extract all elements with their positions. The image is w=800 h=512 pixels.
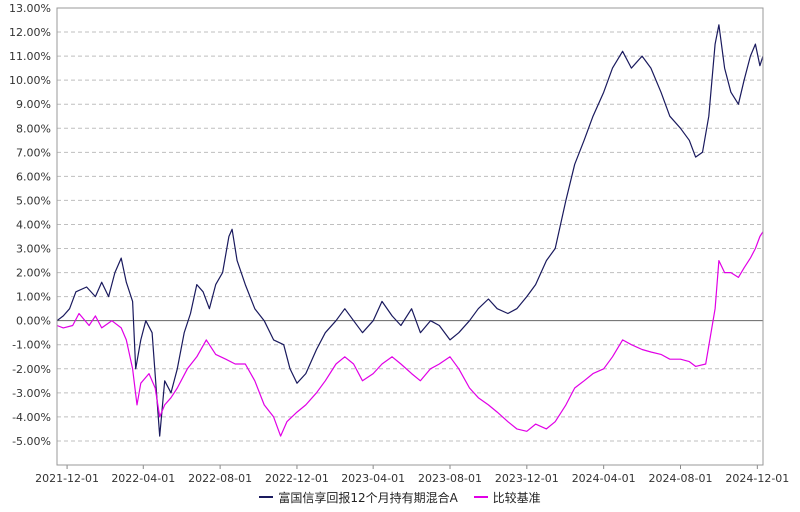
y-tick-label: 12.00% <box>9 26 51 39</box>
x-tick-label: 2023-04-01 <box>341 472 405 484</box>
legend-item-fund: 富国信享回报12个月持有期混合A <box>259 489 458 506</box>
y-tick-label: 13.00% <box>9 2 51 15</box>
x-axis-ticks: 2021-12-01 2022-04-01 2022-08-01 2022-12-01… <box>35 465 789 484</box>
series-line-benchmark <box>56 231 764 437</box>
y-tick-label: -3.00% <box>12 387 51 400</box>
y-tick-label: 9.00% <box>16 98 51 111</box>
y-tick-label: 11.00% <box>9 50 51 63</box>
legend-swatch-benchmark <box>473 496 488 498</box>
legend-label-fund: 富国信享回报12个月持有期混合A <box>278 490 458 505</box>
y-tick-label: 6.00% <box>16 170 51 183</box>
y-tick-label: 2.00% <box>16 267 51 280</box>
x-tick-label: 2022-08-01 <box>188 472 252 484</box>
y-tick-label: 5.00% <box>16 194 51 207</box>
y-tick-label: 8.00% <box>16 122 51 135</box>
gridlines <box>57 7 763 442</box>
y-tick-label: 4.00% <box>16 218 51 231</box>
legend-label-benchmark: 比较基准 <box>492 490 541 505</box>
y-tick-label: 3.00% <box>16 243 51 256</box>
y-tick-label: 1.00% <box>16 291 51 304</box>
y-tick-label: 7.00% <box>16 146 51 159</box>
y-axis-ticks: -5.00% -4.00% -3.00% -2.00% -1.00% 0.00% 1.00%… <box>9 2 51 448</box>
x-tick-label: 2024-12-01 <box>725 472 789 484</box>
x-tick-label: 2024-08-01 <box>649 472 713 484</box>
legend-item-benchmark: 比较基准 <box>473 489 541 506</box>
legend: 富国信享回报12个月持有期混合A 比较基准 <box>0 487 800 506</box>
y-tick-label: -2.00% <box>12 363 51 376</box>
y-tick-label: -4.00% <box>12 411 51 424</box>
y-tick-label: 0.00% <box>16 315 51 328</box>
legend-swatch-fund <box>259 496 274 498</box>
y-tick-label: 10.00% <box>9 74 51 87</box>
x-tick-label: 2023-08-01 <box>418 472 482 484</box>
y-tick-label: -5.00% <box>12 435 51 448</box>
x-tick-label: 2021-12-01 <box>35 472 99 484</box>
x-tick-label: 2022-04-01 <box>111 472 175 484</box>
x-tick-label: 2024-04-01 <box>572 472 636 484</box>
series-lines <box>56 24 764 437</box>
x-tick-label: 2023-12-01 <box>495 472 559 484</box>
series-line-fund <box>56 24 764 437</box>
y-tick-label: -1.00% <box>12 339 51 352</box>
x-tick-label: 2022-12-01 <box>265 472 329 484</box>
plot-frame <box>56 7 764 466</box>
line-chart: -5.00% -4.00% -3.00% -2.00% -1.00% 0.00% 1.00%… <box>9 2 789 484</box>
